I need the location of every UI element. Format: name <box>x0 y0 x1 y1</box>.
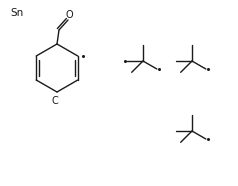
Text: O: O <box>65 10 73 20</box>
Text: C: C <box>52 96 58 106</box>
Text: Sn: Sn <box>10 8 23 18</box>
